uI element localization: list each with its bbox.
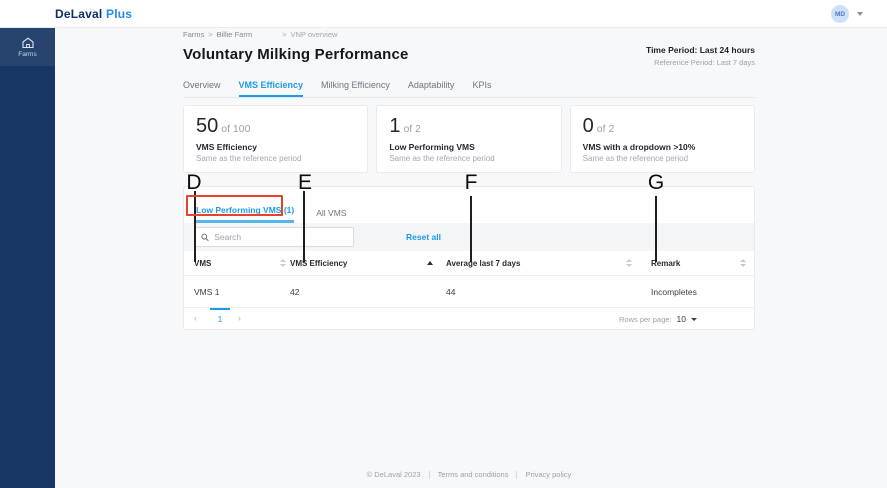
- tab-all-vms[interactable]: All VMS: [316, 208, 347, 218]
- breadcrumb-farms[interactable]: Farms: [183, 30, 205, 39]
- active-page-indicator: [210, 308, 230, 310]
- filter-bar: Reset all: [184, 223, 754, 251]
- sort-icon[interactable]: [740, 259, 746, 267]
- annotation-letter-d: D: [186, 171, 202, 194]
- page-number[interactable]: 1: [210, 308, 230, 324]
- stat-of: of 2: [403, 123, 421, 135]
- sidebar: Farms: [0, 28, 55, 488]
- breadcrumb-billie-farm[interactable]: Billie Farm: [216, 30, 253, 39]
- tab-adaptability[interactable]: Adaptability: [407, 80, 455, 90]
- cell-average: 44: [446, 287, 456, 297]
- stat-card-low-performing-vms: 1 of 2 Low Performing VMS Same as the ref…: [376, 105, 562, 173]
- tab-overview[interactable]: Overview: [183, 80, 221, 90]
- column-header-average-last-7-days[interactable]: Average last 7 days: [446, 259, 521, 268]
- stat-subtext: Same as the reference period: [196, 154, 302, 163]
- time-period-label: Time Period: Last 24 hours: [646, 45, 755, 55]
- logo-text-accent: Plus: [105, 7, 133, 21]
- footer-copyright: © DeLaval 2023: [366, 470, 421, 479]
- table-header-row: VMS VMS Efficiency Average last 7 days R…: [184, 251, 754, 276]
- cell-vms-efficiency: 42: [290, 287, 300, 297]
- annotation-highlight-box: [186, 195, 283, 216]
- vms-table-panel: Low Performing VMS (1) All VMS Reset all…: [183, 186, 755, 330]
- rows-per-page: Rows per page: 10: [619, 314, 697, 324]
- column-header-vms[interactable]: VMS: [194, 259, 212, 268]
- breadcrumb: Farms > Billie Farm > VNP overview: [183, 30, 337, 39]
- rows-per-page-value[interactable]: 10: [676, 314, 686, 324]
- stat-value: 1: [389, 115, 401, 137]
- column-header-remark[interactable]: Remark: [651, 259, 681, 268]
- stat-subtext: Same as the reference period: [389, 154, 495, 163]
- footer-divider: [428, 470, 430, 479]
- period-info: Time Period: Last 24 hours Reference Per…: [455, 45, 755, 67]
- privacy-policy-link[interactable]: Privacy policy: [525, 470, 572, 479]
- tab-low-performing-vms[interactable]: Low Performing VMS (1): [196, 197, 295, 223]
- stat-label: Low Performing VMS: [389, 142, 475, 152]
- annotation-letter-e: E: [297, 171, 313, 194]
- sidebar-item-farms[interactable]: Farms: [0, 28, 55, 66]
- sort-icon[interactable]: [280, 259, 286, 267]
- user-menu-caret-icon[interactable]: [857, 12, 863, 16]
- annotation-line-e: [303, 191, 305, 262]
- column-header-vms-efficiency[interactable]: VMS Efficiency: [290, 259, 348, 268]
- footer-divider: [516, 470, 518, 479]
- breadcrumb-vnp-overview[interactable]: VNP overview: [290, 30, 338, 39]
- logo-text-primary: DeLaval: [55, 7, 103, 21]
- annotation-line-d: [194, 191, 196, 262]
- rows-per-page-label: Rows per page:: [619, 314, 672, 324]
- reset-all-button[interactable]: Reset all: [406, 232, 441, 242]
- footer: © DeLaval 2023 Terms and conditions Priv…: [183, 470, 755, 479]
- farm-icon: [21, 37, 34, 48]
- search-input[interactable]: [214, 232, 347, 242]
- sort-icon[interactable]: [626, 259, 632, 267]
- user-avatar[interactable]: MD: [831, 5, 849, 23]
- reference-period-label: Reference Period: Last 7 days: [654, 58, 755, 67]
- tab-milking-efficiency[interactable]: Milking Efficiency: [321, 80, 390, 90]
- stat-card-vms-dropdown: 0 of 2 VMS with a dropdown >10% Same as t…: [569, 105, 755, 173]
- tab-vms-efficiency[interactable]: VMS Efficiency: [238, 80, 304, 97]
- annotation-letter-f: F: [464, 171, 478, 194]
- tab-kpis[interactable]: KPIs: [472, 80, 492, 90]
- next-page-icon[interactable]: ›: [238, 313, 241, 323]
- pagination-row: ‹ 1 › Rows per page: 10: [184, 308, 754, 330]
- stat-value: 0: [582, 115, 594, 137]
- stat-cards-row: 50 of 100 VMS Efficiency Same as the refe…: [183, 105, 755, 173]
- top-bar: DeLaval Plus MD: [0, 0, 887, 28]
- page-number-label: 1: [217, 314, 223, 324]
- section-tabs: Overview VMS Efficiency Milking Efficien…: [183, 80, 755, 98]
- page-title: Voluntary Milking Performance: [183, 46, 409, 63]
- annotation-line-g: [655, 196, 657, 262]
- rows-per-page-caret-icon[interactable]: [691, 317, 697, 321]
- delaval-plus-logo: DeLaval Plus: [55, 7, 132, 21]
- sort-asc-icon[interactable]: [427, 259, 433, 265]
- annotation-line-f: [470, 196, 472, 262]
- breadcrumb-separator: >: [208, 30, 213, 39]
- annotation-letter-g: G: [647, 171, 665, 194]
- breadcrumb-separator: >: [282, 30, 287, 39]
- cell-vms: VMS 1: [194, 287, 220, 297]
- stat-label: VMS with a dropdown >10%: [582, 142, 696, 152]
- sidebar-item-label: Farms: [18, 50, 37, 58]
- search-icon: [201, 233, 209, 241]
- stat-of: of 100: [221, 123, 251, 135]
- stat-of: of 2: [596, 123, 615, 135]
- cell-remark: Incompletes: [651, 287, 697, 297]
- stat-card-vms-efficiency: 50 of 100 VMS Efficiency Same as the refe…: [183, 105, 369, 173]
- stat-label: VMS Efficiency: [196, 142, 257, 152]
- stat-value: 50: [196, 115, 219, 137]
- search-box[interactable]: [194, 227, 354, 247]
- stat-subtext: Same as the reference period: [582, 154, 689, 163]
- terms-and-conditions-link[interactable]: Terms and conditions: [437, 470, 509, 479]
- table-row[interactable]: VMS 1 42 44 Incompletes: [184, 276, 754, 308]
- panel-tabs: Low Performing VMS (1) All VMS: [184, 187, 754, 223]
- previous-page-icon[interactable]: ‹: [194, 313, 197, 323]
